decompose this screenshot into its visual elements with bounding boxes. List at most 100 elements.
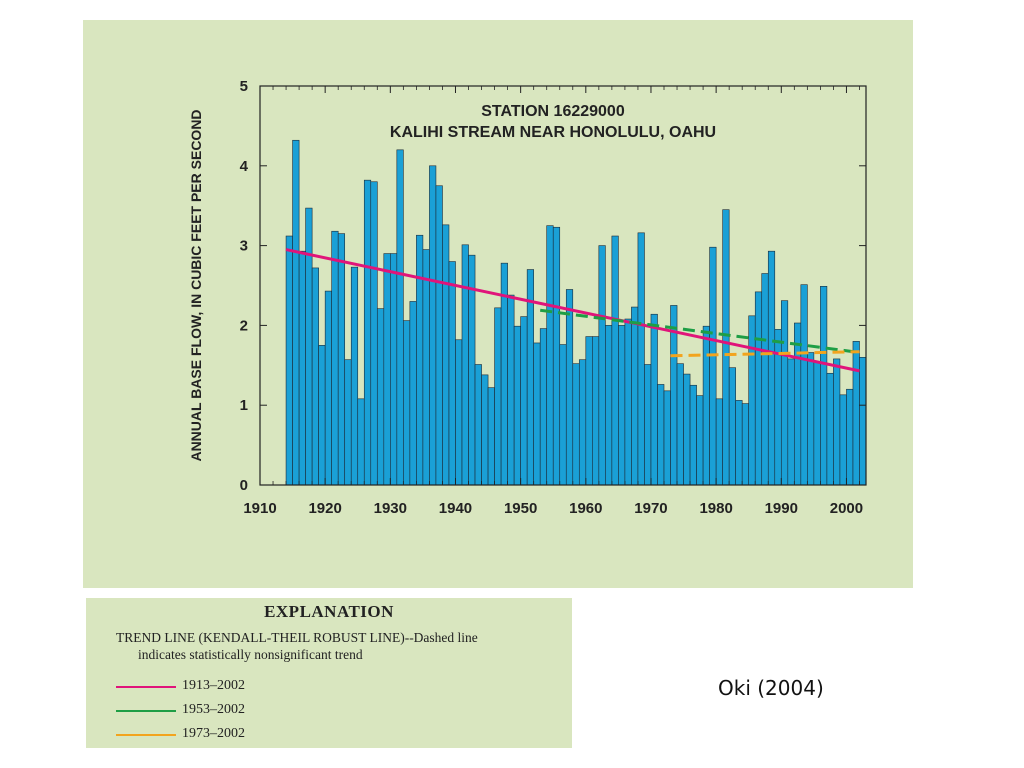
bar-1962 bbox=[598, 245, 606, 486]
x-tick-label-1990: 1990 bbox=[765, 500, 798, 517]
plot-frame bbox=[259, 85, 867, 486]
bar-1964 bbox=[611, 235, 619, 486]
bar-1970 bbox=[650, 313, 658, 486]
bar-1923 bbox=[344, 359, 352, 486]
bar-1982 bbox=[728, 367, 736, 486]
bar-1976 bbox=[689, 384, 697, 486]
x-tick-label-1950: 1950 bbox=[504, 500, 537, 517]
bar-1946 bbox=[494, 307, 502, 486]
bar-1958 bbox=[572, 363, 580, 486]
bar-1926 bbox=[363, 179, 372, 486]
legend-line-swatch bbox=[116, 710, 176, 712]
bar-1919 bbox=[318, 345, 326, 486]
y-tick-label-5: 5 bbox=[240, 78, 248, 95]
bar-1969 bbox=[644, 364, 652, 486]
bar-1932 bbox=[403, 320, 411, 486]
bar-1948 bbox=[507, 294, 515, 486]
bar-1996 bbox=[820, 285, 828, 486]
bar-1980 bbox=[715, 398, 723, 486]
x-tick-label-1960: 1960 bbox=[569, 500, 602, 517]
bar-1993 bbox=[800, 284, 808, 486]
bar-1935 bbox=[422, 249, 430, 486]
legend-label: 1973–2002 bbox=[182, 726, 245, 741]
bar-1986 bbox=[754, 291, 763, 486]
bar-1939 bbox=[448, 261, 456, 486]
bar-1983 bbox=[735, 400, 743, 486]
explanation-legend: EXPLANATION TREND LINE (KENDALL-THEIL RO… bbox=[86, 598, 572, 748]
bar-1959 bbox=[578, 359, 587, 486]
bar-1956 bbox=[559, 344, 567, 486]
bar-1985 bbox=[748, 315, 756, 486]
bar-1925 bbox=[357, 398, 365, 486]
bar-2002 bbox=[859, 357, 867, 486]
y-axis-label: ANNUAL BASE FLOW, IN CUBIC FEET PER SECO… bbox=[188, 109, 204, 461]
bar-1994 bbox=[807, 352, 815, 486]
bar-1961 bbox=[592, 336, 600, 486]
x-tick-label-1910: 1910 bbox=[243, 500, 276, 517]
bar-1999 bbox=[839, 394, 847, 486]
bar-1957 bbox=[565, 289, 574, 486]
bar-1974 bbox=[676, 363, 684, 486]
bar-1921 bbox=[331, 230, 339, 486]
bar-1920 bbox=[324, 290, 332, 486]
bar-1944 bbox=[481, 374, 489, 486]
ticks-group: 1910 1920 1930 1940 1950 1960 1970 1980 1990 2000… bbox=[240, 78, 866, 517]
chart-title-line-2: KALIHI STREAM NEAR HONOLULU, OAHU bbox=[390, 124, 716, 141]
y-tick-label-2: 2 bbox=[240, 317, 248, 334]
x-tick-label-1980: 1980 bbox=[699, 500, 732, 517]
bar-1995 bbox=[813, 361, 821, 486]
chart-title-line-1: STATION 16229000 bbox=[481, 103, 625, 120]
legend-line-swatch bbox=[116, 734, 176, 736]
bar-1990 bbox=[780, 300, 789, 486]
legend-label: 1913–2002 bbox=[182, 678, 245, 693]
bar-1929 bbox=[383, 253, 391, 486]
bar-1960 bbox=[585, 336, 593, 486]
bar-1979 bbox=[709, 246, 717, 486]
bar-1924 bbox=[350, 266, 359, 486]
bar-1977 bbox=[696, 395, 704, 486]
bar-1954 bbox=[546, 225, 554, 486]
trend-lines-group bbox=[285, 248, 860, 373]
bar-1945 bbox=[487, 387, 495, 486]
bar-1997 bbox=[826, 372, 834, 486]
bar-1950 bbox=[520, 316, 528, 486]
bar-1966 bbox=[624, 318, 632, 486]
bar-1988 bbox=[767, 250, 776, 486]
y-tick-label-0: 0 bbox=[240, 477, 248, 494]
bar-1940 bbox=[455, 339, 463, 486]
bars-group bbox=[285, 139, 867, 486]
bar-1916 bbox=[298, 250, 306, 486]
bar-1928 bbox=[376, 308, 385, 486]
chart-title-group: STATION 16229000 KALIHI STREAM NEAR HONOL… bbox=[390, 103, 716, 141]
bar-1967 bbox=[631, 306, 639, 486]
bar-1955 bbox=[552, 226, 561, 486]
bar-1936 bbox=[429, 165, 437, 486]
y-tick-label-1: 1 bbox=[240, 397, 248, 414]
bar-1915 bbox=[292, 139, 300, 486]
explanation-description-line2: indicates statistically nonsignificant t… bbox=[138, 647, 363, 662]
bar-2000 bbox=[846, 388, 854, 486]
explanation-heading: EXPLANATION bbox=[264, 602, 394, 621]
x-tick-label-1970: 1970 bbox=[634, 500, 667, 517]
x-tick-label-1940: 1940 bbox=[439, 500, 472, 517]
bar-1914 bbox=[285, 235, 293, 486]
bar-1927 bbox=[370, 181, 378, 486]
bar-1938 bbox=[442, 224, 450, 486]
legend-label: 1953–2002 bbox=[182, 702, 245, 717]
base-flow-chart: ANNUAL BASE FLOW, IN CUBIC FEET PER SECO… bbox=[188, 78, 867, 517]
bar-1965 bbox=[618, 325, 626, 486]
bar-1987 bbox=[761, 273, 769, 486]
bar-1981 bbox=[722, 209, 730, 486]
trend-line-1913–2002 bbox=[285, 248, 860, 373]
bar-1949 bbox=[513, 325, 521, 486]
x-tick-label-2000: 2000 bbox=[830, 500, 863, 517]
bar-1998 bbox=[833, 358, 841, 486]
bar-1931 bbox=[396, 149, 404, 486]
bar-1934 bbox=[416, 234, 424, 486]
bar-1972 bbox=[663, 390, 671, 486]
bar-1971 bbox=[657, 384, 665, 486]
bar-1978 bbox=[702, 325, 710, 486]
bar-1992 bbox=[794, 322, 802, 486]
x-tick-label-1920: 1920 bbox=[308, 500, 341, 517]
y-tick-label-3: 3 bbox=[240, 238, 248, 255]
